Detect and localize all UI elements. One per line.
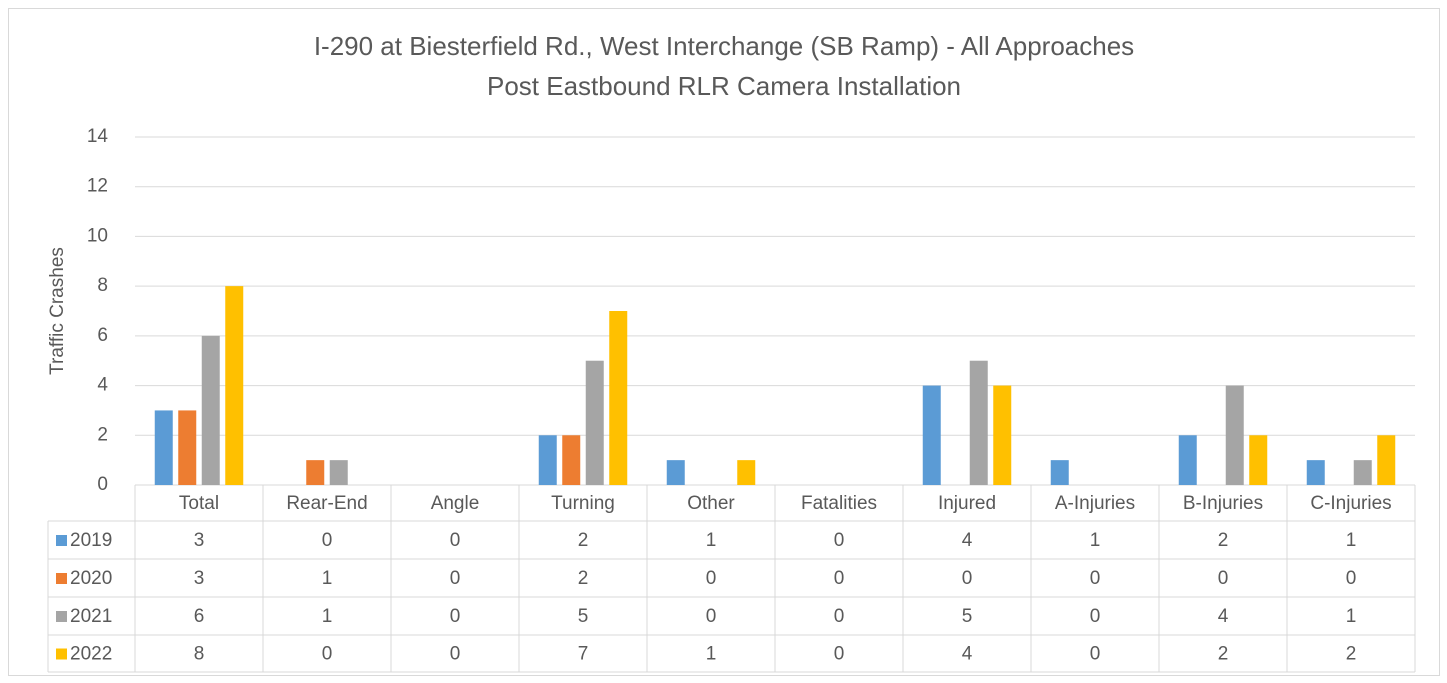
legend-key — [56, 573, 67, 584]
bar — [201, 335, 220, 485]
x-tick-label: Fatalities — [801, 493, 877, 514]
bar — [562, 435, 581, 485]
table-cell: 3 — [194, 530, 205, 551]
table-cell: 1 — [322, 606, 333, 627]
legend-label: 2019 — [70, 530, 112, 551]
table-cell: 0 — [706, 606, 717, 627]
table-cell: 0 — [834, 530, 845, 551]
bar — [969, 360, 988, 485]
y-tick-label: 12 — [87, 176, 108, 197]
bar — [585, 360, 604, 485]
bar — [225, 286, 244, 485]
x-tick-label: Angle — [431, 493, 480, 514]
legend-label: 2021 — [70, 606, 112, 627]
table-cell: 5 — [578, 606, 589, 627]
table-cell: 8 — [194, 644, 205, 665]
table-cell: 2 — [1218, 644, 1229, 665]
y-tick-label: 4 — [97, 375, 108, 396]
table-cell: 0 — [1346, 568, 1357, 589]
bar — [1225, 385, 1244, 485]
table-cell: 0 — [706, 568, 717, 589]
x-tick-label: C-Injuries — [1310, 493, 1391, 514]
y-tick-label: 8 — [97, 275, 108, 296]
x-tick-label: Turning — [551, 493, 615, 514]
bar — [1178, 435, 1197, 485]
table-cell: 1 — [1090, 530, 1101, 551]
bar — [1050, 460, 1069, 485]
table-cell: 0 — [450, 530, 461, 551]
table-cell: 0 — [1090, 606, 1101, 627]
y-tick-label: 6 — [97, 325, 108, 346]
table-cell: 1 — [706, 644, 717, 665]
table-cell: 1 — [1346, 530, 1357, 551]
table-cell: 2 — [578, 568, 589, 589]
bar — [1249, 435, 1268, 485]
table-cell: 0 — [834, 568, 845, 589]
table-cell: 1 — [706, 530, 717, 551]
table-cell: 7 — [578, 644, 589, 665]
bar — [737, 460, 756, 485]
bar — [993, 385, 1012, 485]
y-tick-label: 2 — [97, 424, 108, 445]
y-tick-label: 10 — [87, 225, 108, 246]
y-tick-label: 14 — [87, 126, 109, 147]
chart-subtitle: Post Eastbound RLR Camera Installation — [487, 71, 961, 101]
bar — [1353, 460, 1372, 485]
bar — [538, 435, 557, 485]
x-tick-label: Rear-End — [286, 493, 367, 514]
table-cell: 0 — [322, 530, 333, 551]
table-cell: 0 — [450, 606, 461, 627]
bar — [666, 460, 685, 485]
x-tick-label: Other — [687, 493, 735, 514]
x-tick-label: Total — [179, 493, 219, 514]
bar — [329, 460, 348, 485]
table-cell: 2 — [578, 530, 589, 551]
table-cell: 1 — [1346, 606, 1357, 627]
table-cell: 3 — [194, 568, 205, 589]
table-cell: 1 — [322, 568, 333, 589]
bar — [154, 410, 173, 485]
table-cell: 5 — [962, 606, 973, 627]
y-axis-label: Traffic Crashes — [47, 247, 68, 375]
table-cell: 4 — [1218, 606, 1229, 627]
table-cell: 4 — [962, 644, 973, 665]
bar — [1306, 460, 1325, 485]
legend-label: 2020 — [70, 568, 112, 589]
legend-key — [56, 611, 67, 622]
table-cell: 0 — [834, 644, 845, 665]
bar — [1377, 435, 1396, 485]
legend-label: 2022 — [70, 644, 112, 665]
table-cell: 0 — [450, 644, 461, 665]
y-tick-label: 0 — [97, 474, 108, 495]
table-cell: 0 — [1090, 568, 1101, 589]
table-cell: 0 — [834, 606, 845, 627]
legend-key — [56, 648, 67, 660]
x-tick-label: B-Injuries — [1183, 493, 1263, 514]
table-cell: 2 — [1346, 644, 1357, 665]
x-tick-label: Injured — [938, 493, 996, 514]
bar — [922, 385, 941, 485]
x-tick-label: A-Injuries — [1055, 493, 1135, 514]
table-cell: 0 — [1090, 644, 1101, 665]
table-cell: 4 — [962, 530, 973, 551]
table-cell: 0 — [450, 568, 461, 589]
chart-title: I-290 at Biesterfield Rd., West Intercha… — [314, 31, 1134, 61]
chart-border — [8, 8, 1440, 676]
table-cell: 0 — [322, 644, 333, 665]
table-cell: 6 — [194, 606, 205, 627]
bar — [306, 460, 325, 485]
table-cell: 0 — [1218, 568, 1229, 589]
bar — [609, 311, 628, 485]
table-cell: 0 — [962, 568, 973, 589]
legend-key — [56, 535, 67, 546]
bar — [178, 410, 197, 485]
table-cell: 2 — [1218, 530, 1229, 551]
